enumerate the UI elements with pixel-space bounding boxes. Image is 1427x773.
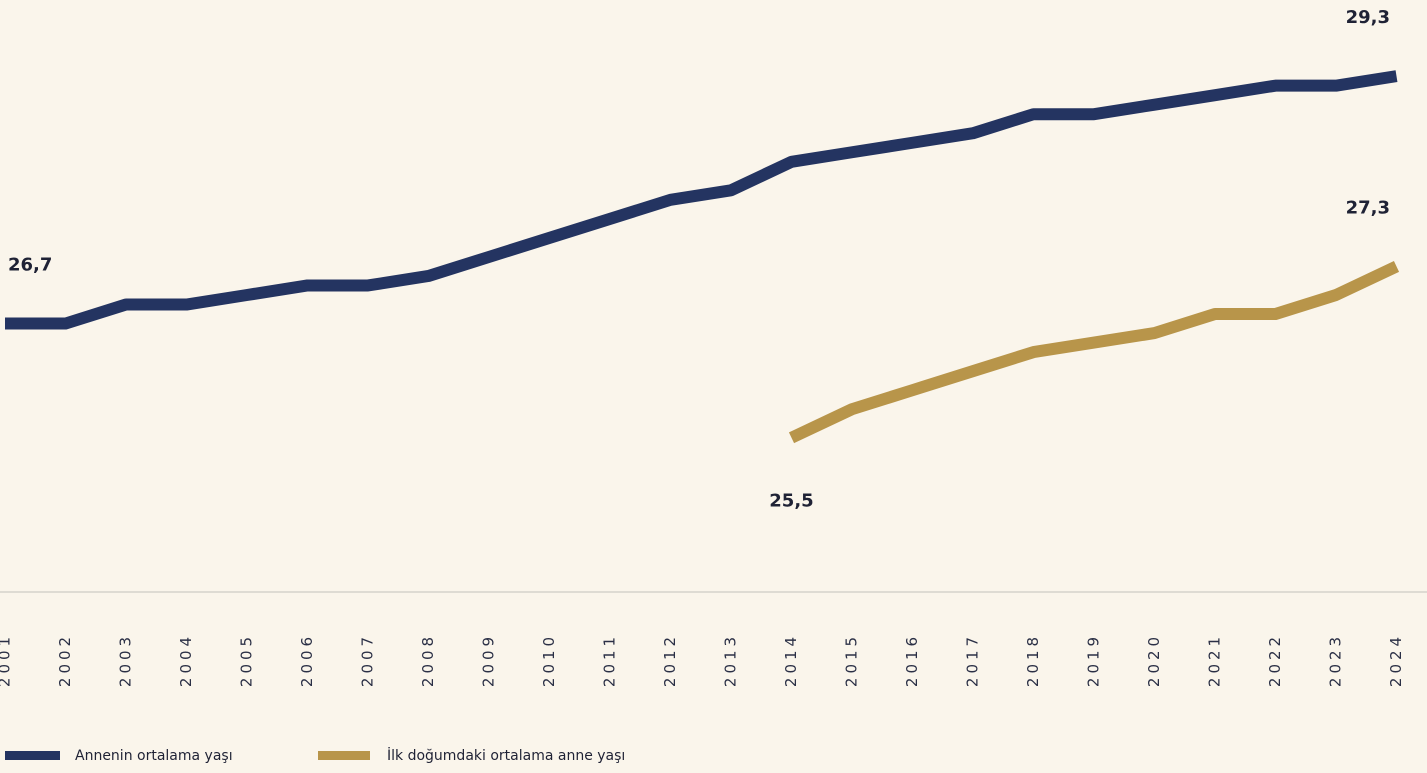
x-tick-label: 2002 — [56, 633, 74, 687]
x-tick-label: 2005 — [238, 633, 256, 687]
x-tick-label: 2001 — [0, 633, 14, 687]
x-tick-label: 2014 — [782, 633, 800, 687]
x-tick-label: 2008 — [419, 633, 437, 687]
x-tick-label: 2019 — [1085, 633, 1103, 687]
series-line — [788, 261, 1400, 444]
x-tick-label: 2007 — [359, 633, 377, 687]
x-tick-label: 2009 — [480, 633, 498, 687]
x-tick-label: 2012 — [661, 633, 679, 687]
x-tick-label: 2011 — [601, 633, 619, 687]
x-tick-label: 2022 — [1266, 633, 1284, 687]
x-tick-label: 2010 — [540, 633, 558, 687]
series-line — [5, 70, 1398, 330]
x-tick-label: 2017 — [964, 633, 982, 687]
x-tick-label: 2004 — [177, 633, 195, 687]
legend-label: İlk doğumdaki ortalama anne yaşı — [387, 746, 625, 764]
legend-swatch — [5, 751, 60, 760]
x-tick-label: 2021 — [1206, 633, 1224, 687]
x-tick-label: 2020 — [1145, 633, 1163, 687]
data-label: 29,3 — [1346, 7, 1390, 28]
x-tick-label: 2024 — [1387, 633, 1405, 687]
legend-swatch — [318, 751, 370, 760]
x-tick-label: 2018 — [1024, 633, 1042, 687]
x-tick-label: 2003 — [117, 633, 135, 687]
data-label: 25,5 — [769, 491, 813, 512]
data-label: 27,3 — [1346, 197, 1390, 218]
x-tick-label: 2013 — [722, 633, 740, 687]
x-tick-label: 2006 — [298, 633, 316, 687]
x-tick-label: 2016 — [903, 633, 921, 687]
x-tick-label: 2023 — [1327, 633, 1345, 687]
data-label: 26,7 — [8, 255, 52, 276]
legend-label: Annenin ortalama yaşı — [75, 748, 233, 764]
x-tick-label: 2015 — [843, 633, 861, 687]
